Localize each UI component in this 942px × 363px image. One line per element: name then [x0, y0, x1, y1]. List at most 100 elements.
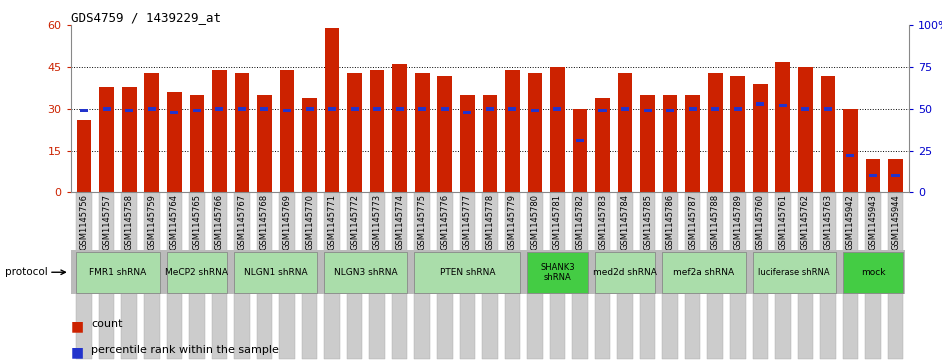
- FancyBboxPatch shape: [369, 192, 385, 359]
- Bar: [235, 73, 250, 192]
- Bar: [621, 107, 629, 111]
- Text: ■: ■: [71, 319, 84, 334]
- FancyBboxPatch shape: [594, 192, 610, 359]
- FancyBboxPatch shape: [707, 192, 723, 359]
- FancyBboxPatch shape: [76, 252, 159, 293]
- FancyBboxPatch shape: [235, 252, 317, 293]
- Bar: [891, 174, 900, 178]
- Text: NLGN1 shRNA: NLGN1 shRNA: [244, 268, 307, 277]
- Bar: [689, 107, 697, 111]
- FancyBboxPatch shape: [662, 252, 745, 293]
- FancyBboxPatch shape: [235, 192, 250, 359]
- Bar: [595, 98, 609, 192]
- Bar: [888, 159, 902, 192]
- FancyBboxPatch shape: [437, 192, 452, 359]
- FancyBboxPatch shape: [820, 192, 836, 359]
- Bar: [414, 73, 430, 192]
- FancyBboxPatch shape: [414, 192, 430, 359]
- Text: protocol: protocol: [5, 267, 47, 277]
- FancyBboxPatch shape: [482, 192, 497, 359]
- Bar: [148, 107, 155, 111]
- Bar: [734, 107, 741, 111]
- FancyBboxPatch shape: [256, 192, 272, 359]
- Bar: [257, 95, 272, 192]
- FancyBboxPatch shape: [122, 192, 137, 359]
- FancyBboxPatch shape: [843, 192, 858, 359]
- FancyBboxPatch shape: [685, 192, 701, 359]
- Bar: [843, 109, 858, 192]
- Text: mef2a shRNA: mef2a shRNA: [674, 268, 735, 277]
- Bar: [437, 76, 452, 192]
- FancyBboxPatch shape: [730, 192, 745, 359]
- Bar: [686, 95, 700, 192]
- FancyBboxPatch shape: [324, 192, 340, 359]
- Bar: [260, 107, 268, 111]
- Bar: [441, 107, 448, 111]
- Bar: [666, 109, 674, 112]
- Bar: [305, 107, 314, 111]
- Bar: [302, 98, 317, 192]
- FancyBboxPatch shape: [753, 192, 768, 359]
- Bar: [641, 95, 655, 192]
- Bar: [125, 109, 133, 112]
- Bar: [103, 107, 111, 111]
- Text: luciferase shRNA: luciferase shRNA: [758, 268, 830, 277]
- Bar: [80, 109, 89, 112]
- Bar: [212, 70, 227, 192]
- Bar: [802, 107, 809, 111]
- FancyBboxPatch shape: [775, 192, 790, 359]
- Text: NLGN3 shRNA: NLGN3 shRNA: [334, 268, 398, 277]
- Bar: [707, 73, 723, 192]
- Text: count: count: [91, 319, 122, 330]
- FancyBboxPatch shape: [662, 192, 678, 359]
- Bar: [866, 159, 880, 192]
- Bar: [576, 139, 584, 142]
- FancyBboxPatch shape: [76, 192, 92, 359]
- Text: GDS4759 / 1439229_at: GDS4759 / 1439229_at: [71, 11, 220, 24]
- FancyBboxPatch shape: [528, 252, 588, 293]
- Bar: [824, 107, 832, 111]
- Bar: [393, 64, 407, 192]
- Bar: [730, 76, 745, 192]
- FancyBboxPatch shape: [640, 192, 656, 359]
- FancyBboxPatch shape: [279, 192, 295, 359]
- FancyBboxPatch shape: [753, 252, 836, 293]
- Bar: [189, 95, 204, 192]
- Bar: [396, 107, 404, 111]
- Text: PTEN shRNA: PTEN shRNA: [440, 268, 495, 277]
- Bar: [598, 109, 607, 112]
- Bar: [100, 87, 114, 192]
- Bar: [486, 107, 494, 111]
- Bar: [238, 107, 246, 111]
- Text: med2d shRNA: med2d shRNA: [593, 268, 657, 277]
- Bar: [193, 109, 201, 112]
- FancyBboxPatch shape: [505, 192, 520, 359]
- FancyBboxPatch shape: [99, 192, 115, 359]
- FancyBboxPatch shape: [414, 252, 520, 293]
- FancyBboxPatch shape: [301, 192, 317, 359]
- FancyBboxPatch shape: [594, 252, 656, 293]
- FancyBboxPatch shape: [843, 252, 903, 293]
- Text: mock: mock: [861, 268, 885, 277]
- Bar: [325, 28, 339, 192]
- Bar: [711, 107, 720, 111]
- Bar: [328, 107, 336, 111]
- Text: ■: ■: [71, 345, 84, 359]
- FancyBboxPatch shape: [189, 192, 204, 359]
- FancyBboxPatch shape: [392, 192, 408, 359]
- Bar: [553, 107, 561, 111]
- FancyBboxPatch shape: [572, 192, 588, 359]
- Bar: [283, 109, 291, 112]
- Bar: [820, 76, 836, 192]
- Bar: [122, 87, 137, 192]
- FancyBboxPatch shape: [144, 192, 159, 359]
- FancyBboxPatch shape: [460, 192, 475, 359]
- FancyBboxPatch shape: [865, 192, 881, 359]
- Bar: [528, 73, 543, 192]
- Bar: [171, 111, 178, 114]
- Bar: [350, 107, 359, 111]
- Bar: [775, 62, 790, 192]
- FancyBboxPatch shape: [71, 250, 904, 294]
- FancyBboxPatch shape: [887, 192, 903, 359]
- FancyBboxPatch shape: [798, 192, 813, 359]
